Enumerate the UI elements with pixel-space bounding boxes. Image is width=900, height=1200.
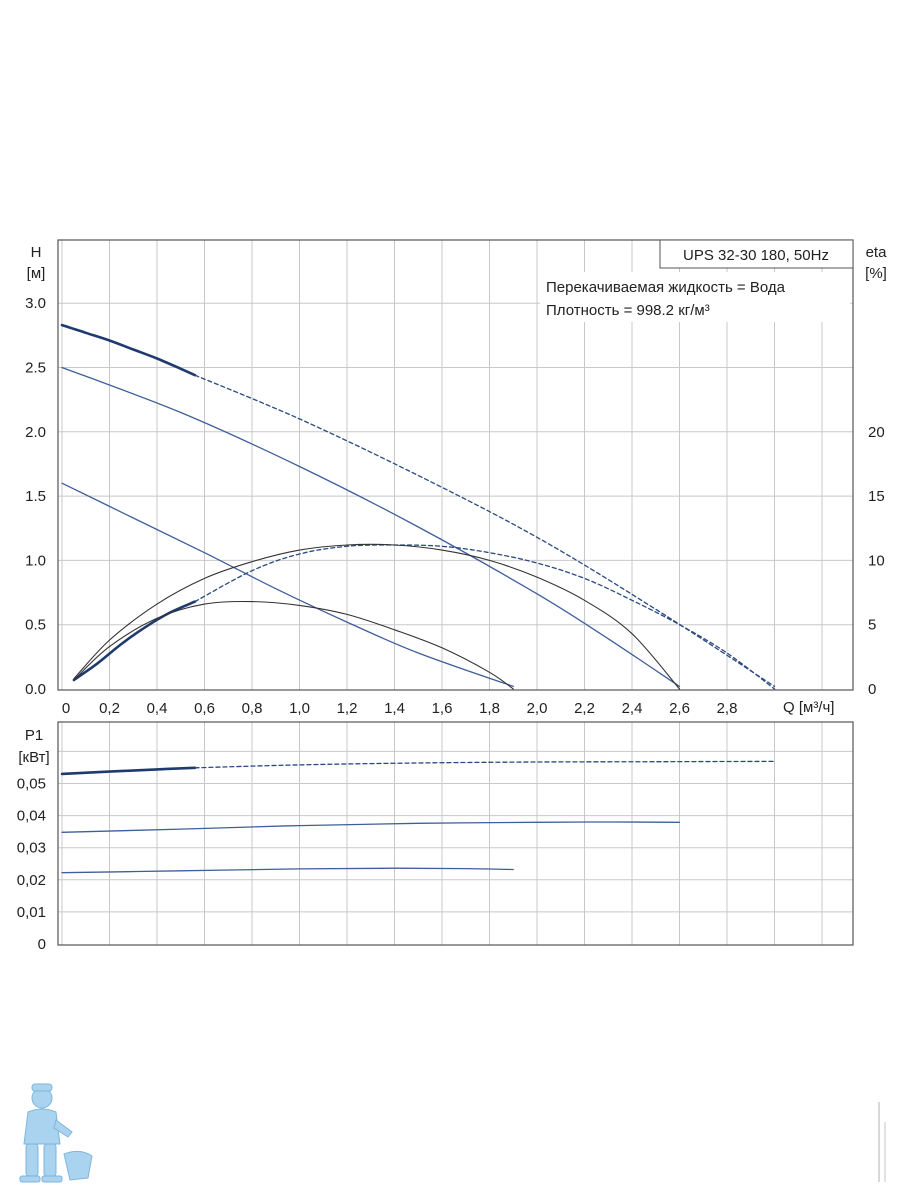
chart-title: UPS 32-30 180, 50Hz — [683, 247, 829, 264]
title-box — [659, 239, 854, 269]
y2-tick-label: 0 — [868, 681, 876, 698]
power-y-tick-label: 0 — [38, 936, 46, 953]
power-series-line-bold-solid — [60, 766, 197, 776]
y-tick-labels: 0.0 0.5 1.0 1.5 2.0 2.5 3.0 — [25, 295, 46, 698]
x-tick-label: 0 — [62, 700, 70, 717]
x-tick-label: 0,6 — [194, 700, 215, 717]
power-y-tick-label: 0,01 — [17, 904, 46, 921]
head-panel-frame — [57, 239, 854, 691]
power-series-line-blue-solid — [61, 867, 514, 874]
watermark-logo — [878, 1102, 886, 1182]
y2-axis-unit: [%] — [865, 265, 887, 282]
power-panel-grid — [58, 722, 853, 945]
series-line-bold-solid — [72, 600, 197, 682]
x-tick-label: 2,4 — [622, 700, 643, 717]
y-tick-label: 3.0 — [25, 295, 46, 312]
power-y-axis-label: P1 — [25, 727, 43, 744]
series-line-dashed — [194, 544, 776, 690]
density-annotation: Плотность = 998.2 кг/м³ — [546, 302, 710, 319]
x-tick-label: 2,6 — [669, 700, 690, 717]
x-tick-labels: 0 0,2 0,4 0,6 0,8 1,0 1,2 1,4 1,6 1,8 2,0 2,2 2,4 2,6… — [62, 700, 738, 717]
y-tick-label: 1.0 — [25, 552, 46, 569]
plumber-mascot-icon — [19, 1083, 93, 1183]
x-tick-label: 2,0 — [527, 700, 548, 717]
y2-tick-label: 10 — [868, 552, 885, 569]
x-tick-label: 0,2 — [99, 700, 120, 717]
fluid-annotation: Перекачиваемая жидкость = Вода — [546, 279, 786, 296]
x-tick-label: 1,0 — [289, 700, 310, 717]
series-line-blue-solid — [61, 482, 514, 688]
power-y-tick-label: 0,03 — [17, 840, 46, 857]
x-tick-label: 1,6 — [432, 700, 453, 717]
x-tick-label: 0,8 — [242, 700, 263, 717]
y-tick-label: 0.5 — [25, 617, 46, 634]
power-panel-frame — [57, 721, 854, 946]
power-y-tick-label: 0,02 — [17, 872, 46, 889]
power-series-line-blue-solid — [61, 821, 681, 833]
y2-tick-label: 20 — [868, 424, 885, 441]
x-axis-label: Q [м³/ч] — [783, 699, 834, 716]
y-tick-label: 2.0 — [25, 424, 46, 441]
y2-tick-label: 15 — [868, 488, 885, 505]
series-line-blue-solid — [61, 366, 681, 688]
series-line-thin-solid — [73, 543, 681, 690]
info-background — [540, 272, 850, 322]
y-tick-label: 2.5 — [25, 360, 46, 377]
power-panel-curves — [60, 760, 776, 874]
x-tick-label: 2,8 — [717, 700, 738, 717]
power-y-axis-unit: [кВт] — [18, 749, 49, 766]
power-y-tick-label: 0,04 — [17, 808, 46, 825]
head-panel-curves — [60, 323, 776, 690]
y-axis-label: H — [31, 244, 42, 261]
x-tick-label: 1,4 — [384, 700, 405, 717]
x-tick-label: 1,2 — [337, 700, 358, 717]
y2-axis-label: eta — [866, 244, 888, 261]
y-axis-unit: [м] — [27, 265, 46, 282]
x-tick-label: 0,4 — [147, 700, 168, 717]
series-line-bold-solid — [60, 323, 197, 377]
x-tick-label: 1,8 — [479, 700, 500, 717]
power-y-tick-labels: 0 0,01 0,02 0,03 0,04 0,05 — [17, 776, 46, 954]
y2-tick-label: 5 — [868, 617, 876, 634]
series-line-thin-solid — [73, 600, 514, 690]
series-line-dashed — [194, 374, 776, 688]
y2-tick-labels: 0 5 10 15 20 — [868, 424, 885, 698]
x-tick-label: 2,2 — [574, 700, 595, 717]
y-tick-label: 0.0 — [25, 681, 46, 698]
y-tick-label: 1.5 — [25, 488, 46, 505]
power-series-line-dashed — [194, 760, 776, 769]
power-y-tick-label: 0,05 — [17, 776, 46, 793]
